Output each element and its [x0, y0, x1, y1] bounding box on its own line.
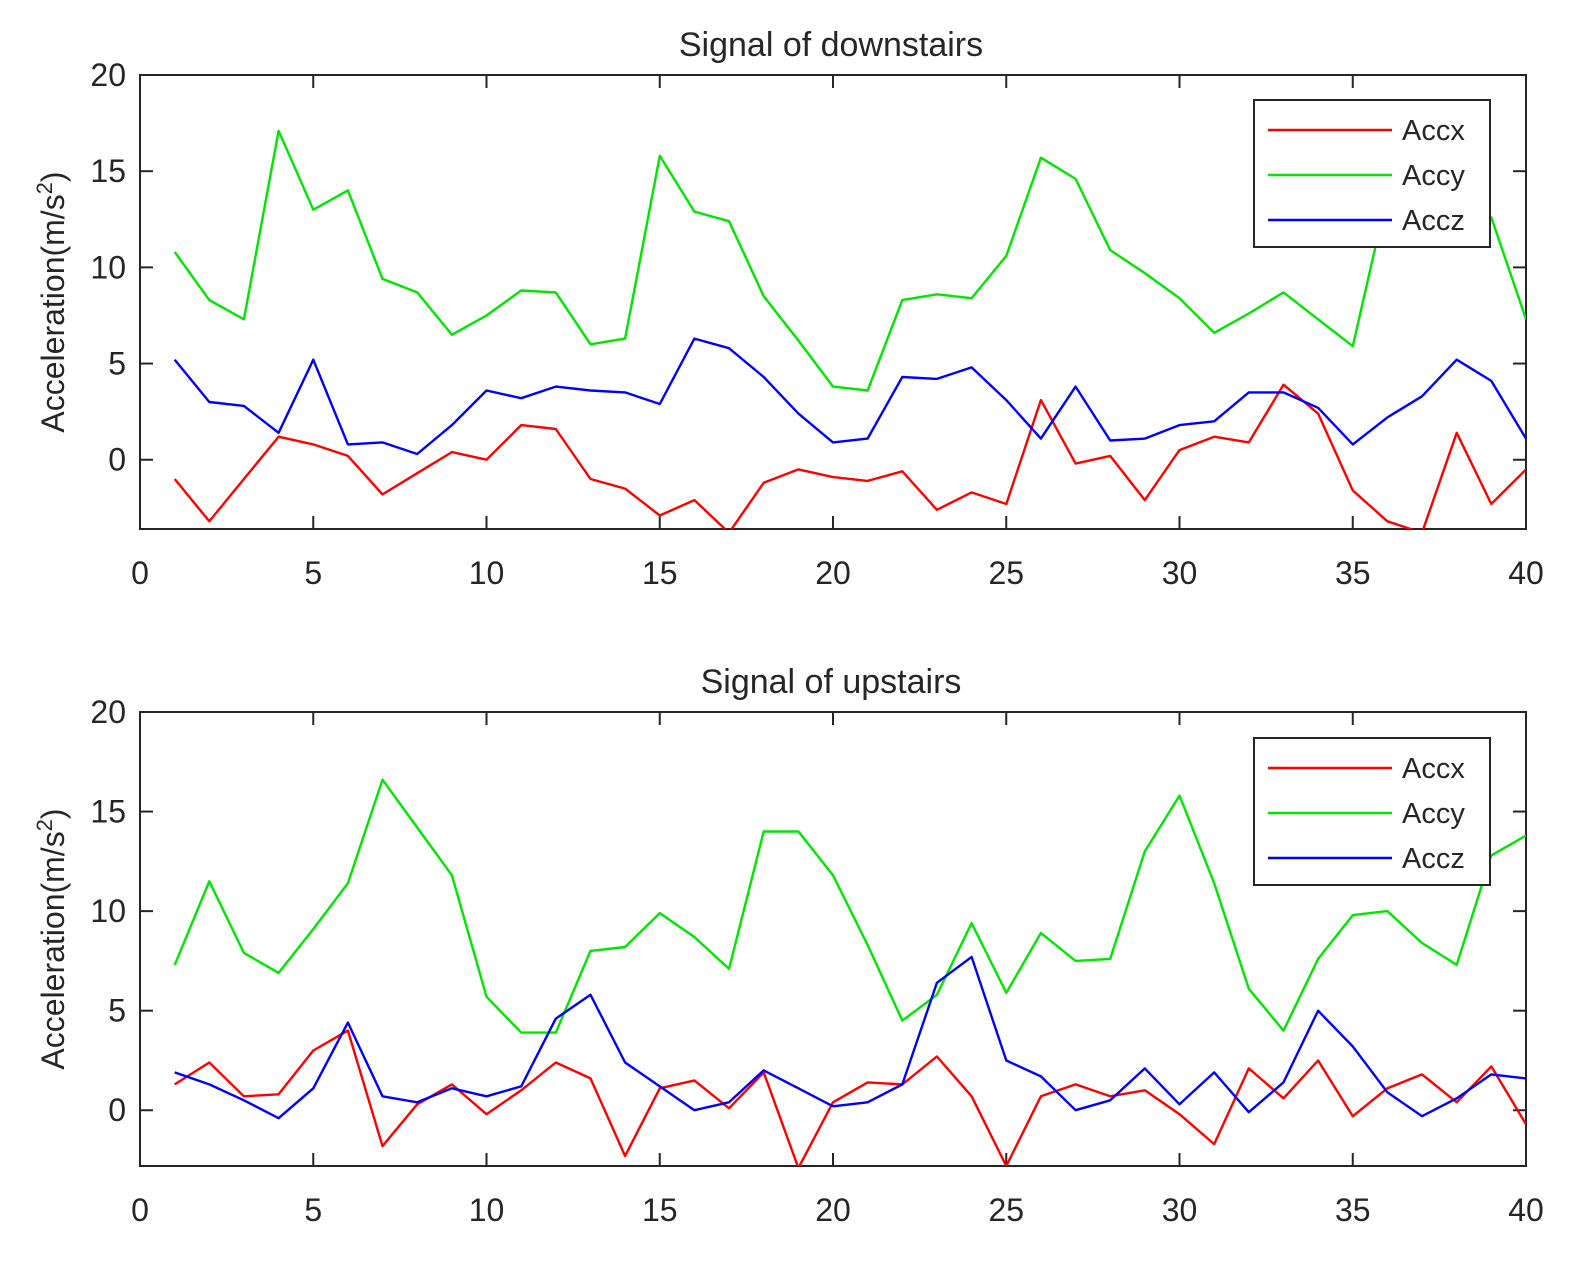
x-tick-label: 25 [988, 1192, 1024, 1228]
series-line-accx [174, 1029, 1526, 1166]
y-axis-label-superscript: 2 [32, 819, 57, 831]
series-line-accy [173, 129, 1526, 392]
x-tick-label: 40 [1508, 555, 1544, 591]
y-axis-label-main: Acceleration(m/s [35, 194, 71, 432]
y-axis-label-close: ) [35, 171, 71, 182]
series-line-accz [173, 337, 1526, 456]
chart-title: Signal of upstairs [701, 663, 962, 701]
y-tick-label: 0 [108, 1092, 126, 1128]
chart-downstairs: Signal of downstairs 0 5 10 15 20 25 30 35 40 0 5 1… [32, 26, 1544, 591]
plot-series-group [173, 129, 1526, 529]
legend-box [1253, 99, 1491, 248]
legend-label-accz: Accz [1402, 843, 1465, 875]
y-tick-label: 10 [90, 893, 126, 929]
x-tick-label: 5 [304, 1192, 322, 1228]
y-tick-label: 0 [108, 442, 126, 478]
y-axis-label: Acceleration(m/s2) [32, 808, 71, 1069]
x-tick-label: 40 [1508, 1192, 1544, 1228]
chart-title: Signal of downstairs [679, 26, 983, 64]
x-tick-label: 20 [815, 555, 851, 591]
y-tick-label: 15 [90, 794, 126, 830]
x-tick-label: 20 [815, 1192, 851, 1228]
y-axis-label-close: ) [35, 808, 71, 819]
x-tick-label: 10 [469, 555, 505, 591]
series-line-accx [173, 383, 1526, 529]
x-tick-label: 0 [131, 1192, 149, 1228]
x-tick-label: 35 [1335, 1192, 1371, 1228]
y-axis-label: Acceleration(m/s2) [32, 171, 71, 432]
legend: Accx Accy Accz [1253, 737, 1491, 886]
y-axis-label-superscript: 2 [32, 182, 57, 194]
legend-label-accy: Accy [1402, 160, 1465, 192]
x-tick-label: 25 [988, 555, 1024, 591]
legend-label-accx: Accx [1402, 115, 1465, 147]
x-tick-label: 15 [642, 555, 678, 591]
chart-upstairs: Signal of upstairs 0 5 10 15 20 25 30 35 40 0 5 10 1… [32, 663, 1544, 1228]
x-tick-label: 30 [1162, 1192, 1198, 1228]
x-tick-label: 10 [469, 1192, 505, 1228]
x-tick-label: 35 [1335, 555, 1371, 591]
series-line-accz [174, 955, 1526, 1120]
y-tick-label: 20 [90, 57, 126, 93]
y-tick-label: 5 [108, 993, 126, 1029]
plot-series-group [173, 778, 1526, 1166]
y-tick-label: 5 [108, 346, 126, 382]
x-tick-label: 15 [642, 1192, 678, 1228]
y-tick-label: 20 [90, 694, 126, 730]
legend-label-accy: Accy [1402, 798, 1465, 830]
legend-label-accz: Accz [1402, 205, 1465, 237]
legend-label-accx: Accx [1402, 753, 1465, 785]
y-tick-label: 10 [90, 249, 126, 285]
series-line-accy [173, 778, 1526, 1034]
x-tick-label: 30 [1162, 555, 1198, 591]
legend: Accx Accy Accz [1253, 99, 1491, 248]
y-axis-label-main: Acceleration(m/s [35, 831, 71, 1069]
x-tick-label: 5 [304, 555, 322, 591]
x-tick-label: 0 [131, 555, 149, 591]
y-tick-label: 15 [90, 153, 126, 189]
legend-box [1253, 737, 1491, 886]
